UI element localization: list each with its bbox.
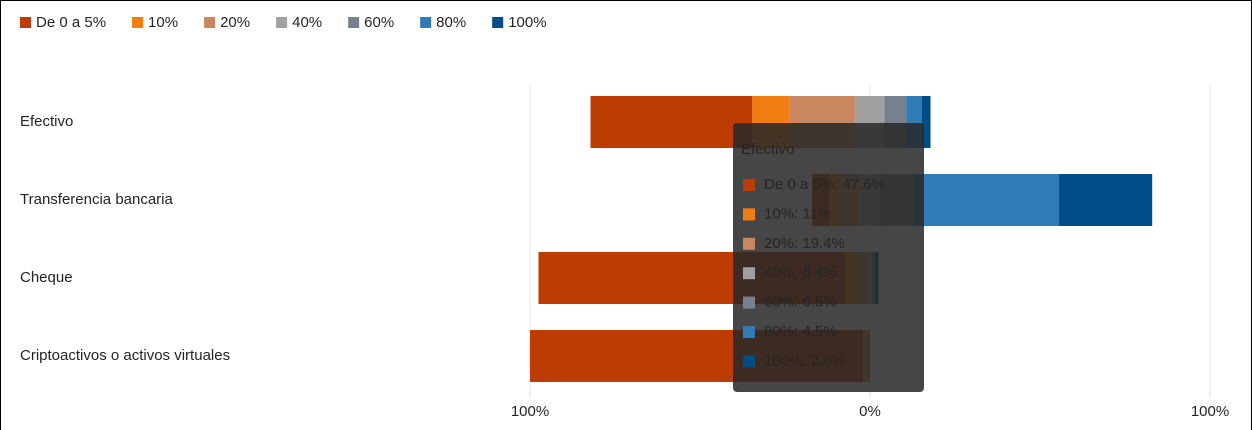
tooltip-item: 20%: 19.4% <box>764 235 845 252</box>
bar-segment <box>590 96 753 148</box>
tooltip-swatch <box>743 179 755 191</box>
tooltip-item: De 0 a 5%: 47.6% <box>764 176 885 193</box>
legend-swatch <box>420 17 432 28</box>
category-label: Efectivo <box>20 113 73 130</box>
legend-label: De 0 a 5% <box>36 14 106 31</box>
legend-swatch <box>348 17 360 28</box>
bar-segment <box>1059 174 1153 226</box>
legend-swatch <box>132 17 144 28</box>
tooltip-swatch <box>743 267 755 280</box>
category-label: Cheque <box>20 269 73 286</box>
tooltip-swatch <box>743 237 755 250</box>
legend-label: 40% <box>292 14 322 31</box>
legend-label: 100% <box>508 14 546 31</box>
legend-swatch <box>204 17 216 28</box>
tooltip-item: 10%: 11% <box>764 205 831 222</box>
legend-swatch <box>492 17 504 28</box>
bar-segment <box>914 174 1060 226</box>
category-label: Transferencia bancaria <box>20 191 174 208</box>
tooltip-item: 60%: 6.5% <box>764 294 837 311</box>
x-tick-label: 100% <box>511 403 549 420</box>
tooltip-box <box>733 123 924 392</box>
x-tick-label: 100% <box>1191 403 1229 420</box>
tooltip-swatch <box>743 296 755 309</box>
tooltip-swatch <box>743 355 755 368</box>
legend-swatch <box>276 17 288 28</box>
bar-segment <box>921 96 931 148</box>
legend-label: 80% <box>436 14 466 31</box>
legend-label: 10% <box>148 14 178 31</box>
tooltip-item: 80%: 4.5% <box>764 323 837 340</box>
x-tick-label: 0% <box>859 403 881 420</box>
tooltip-item: 100%: 2.6% <box>764 352 845 369</box>
tooltip-item: 40%: 8.4% <box>764 264 837 281</box>
category-label: Criptoactivos o activos virtuales <box>20 347 230 364</box>
tooltip-swatch <box>743 208 755 221</box>
legend-swatch <box>20 17 31 28</box>
legend-label: 20% <box>220 14 250 31</box>
tooltip: Efectivo De 0 a 5%: 47.6% 10%: 11% 20%: 19.… <box>733 123 924 392</box>
tooltip-swatch <box>743 326 755 338</box>
legend-label: 60% <box>364 14 394 31</box>
tooltip-title: Efectivo <box>741 141 794 158</box>
